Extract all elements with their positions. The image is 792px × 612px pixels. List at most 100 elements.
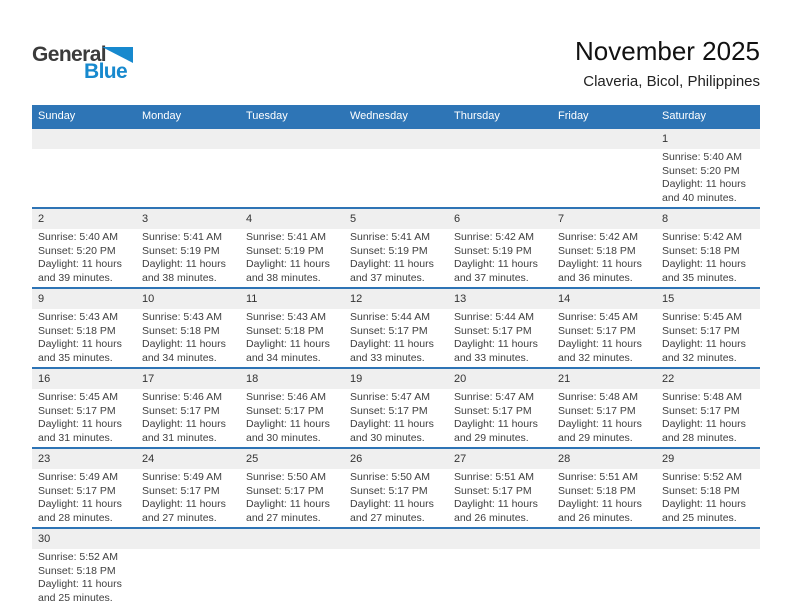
- calendar-day-cell: 13 Sunrise: 5:44 AM Sunset: 5:17 PM Dayligh…: [448, 289, 552, 367]
- calendar-day-cell: 7 Sunrise: 5:42 AM Sunset: 5:18 PM Daylight…: [552, 209, 656, 287]
- daylight-text-line2: and 36 minutes.: [558, 271, 633, 284]
- day-number: 14: [558, 293, 571, 305]
- sunset-text: Sunset: 5:17 PM: [662, 324, 740, 337]
- day-number: 5: [350, 213, 357, 225]
- calendar-empty-cell: [344, 529, 448, 607]
- daylight-text-line1: Daylight: 11 hours: [142, 258, 226, 270]
- calendar-day-cell: 5 Sunrise: 5:41 AM Sunset: 5:19 PM Daylight…: [344, 209, 448, 287]
- daylight-text-line1: Daylight: 11 hours: [246, 498, 330, 510]
- daylight-text-line1: Daylight: 11 hours: [38, 258, 122, 270]
- calendar-day-cell: 27 Sunrise: 5:51 AM Sunset: 5:17 PM Dayligh…: [448, 449, 552, 527]
- sunrise-text: Sunrise: 5:50 AM: [246, 471, 326, 483]
- week-grid: 1 Sunrise: 5:40 AM Sunset: 5:20 PM Daylight…: [32, 129, 760, 207]
- calendar-day-cell: 10 Sunrise: 5:43 AM Sunset: 5:18 PM Dayligh…: [136, 289, 240, 367]
- logo-blue-text: Blue: [84, 60, 128, 83]
- day-number: 22: [662, 373, 675, 385]
- day-number: 13: [454, 293, 467, 305]
- calendar-day-cell: 8 Sunrise: 5:42 AM Sunset: 5:18 PM Daylight…: [656, 209, 760, 287]
- day-header-sunday: Sunday: [38, 110, 76, 122]
- day-number: 4: [246, 213, 253, 225]
- calendar-day-cell: 30 Sunrise: 5:52 AM Sunset: 5:18 PM Dayligh…: [32, 529, 136, 607]
- empty-day-band: [246, 529, 340, 549]
- daylight-text-line1: Daylight: 11 hours: [558, 498, 642, 510]
- empty-day-band: [558, 129, 652, 149]
- daylight-text-line1: Daylight: 11 hours: [662, 258, 746, 270]
- calendar-day-cell: 1 Sunrise: 5:40 AM Sunset: 5:20 PM Daylight…: [656, 129, 760, 207]
- daylight-text-line2: and 30 minutes.: [246, 431, 321, 444]
- day-number: 18: [246, 373, 259, 385]
- daylight-text-line1: Daylight: 11 hours: [662, 178, 746, 190]
- page-header: General Blue November 2025 Claveria, Bic…: [32, 0, 760, 105]
- sunset-text: Sunset: 5:18 PM: [246, 324, 324, 337]
- sunrise-text: Sunrise: 5:45 AM: [558, 311, 638, 323]
- sunrise-text: Sunrise: 5:41 AM: [142, 231, 222, 243]
- daylight-text-line2: and 40 minutes.: [662, 191, 737, 204]
- calendar-day-cell: 26 Sunrise: 5:50 AM Sunset: 5:17 PM Dayligh…: [344, 449, 448, 527]
- calendar-empty-cell: [136, 529, 240, 607]
- calendar-day-cell: 6 Sunrise: 5:42 AM Sunset: 5:19 PM Daylight…: [448, 209, 552, 287]
- daylight-text-line1: Daylight: 11 hours: [38, 338, 122, 350]
- daylight-text-line1: Daylight: 11 hours: [350, 338, 434, 350]
- general-blue-logo: General Blue: [32, 44, 142, 90]
- calendar-day-cell: 2 Sunrise: 5:40 AM Sunset: 5:20 PM Daylight…: [32, 209, 136, 287]
- calendar-empty-cell: [32, 129, 136, 207]
- daylight-text-line1: Daylight: 11 hours: [454, 498, 538, 510]
- daylight-text-line2: and 31 minutes.: [38, 431, 113, 444]
- daylight-text-line2: and 35 minutes.: [38, 351, 113, 364]
- day-number: 2: [38, 213, 45, 225]
- calendar-empty-cell: [656, 529, 760, 607]
- calendar-empty-cell: [552, 529, 656, 607]
- sunrise-text: Sunrise: 5:51 AM: [558, 471, 638, 483]
- sunrise-text: Sunrise: 5:40 AM: [38, 231, 118, 243]
- empty-day-band: [38, 129, 132, 149]
- week-row: 1 Sunrise: 5:40 AM Sunset: 5:20 PM Daylight…: [32, 127, 760, 207]
- day-number: 23: [38, 453, 51, 465]
- sunrise-text: Sunrise: 5:44 AM: [454, 311, 534, 323]
- sunrise-text: Sunrise: 5:49 AM: [142, 471, 222, 483]
- sunset-text: Sunset: 5:18 PM: [142, 324, 220, 337]
- day-header-friday: Friday: [558, 110, 589, 122]
- sunrise-text: Sunrise: 5:48 AM: [662, 391, 742, 403]
- sunrise-text: Sunrise: 5:41 AM: [350, 231, 430, 243]
- empty-day-band: [454, 529, 548, 549]
- sunrise-text: Sunrise: 5:46 AM: [246, 391, 326, 403]
- day-header-saturday: Saturday: [662, 110, 707, 122]
- daylight-text-line2: and 37 minutes.: [454, 271, 529, 284]
- sunrise-text: Sunrise: 5:46 AM: [142, 391, 222, 403]
- calendar-empty-cell: [344, 129, 448, 207]
- day-number: 16: [38, 373, 51, 385]
- calendar-day-cell: 17 Sunrise: 5:46 AM Sunset: 5:17 PM Dayligh…: [136, 369, 240, 447]
- calendar-empty-cell: [552, 129, 656, 207]
- sunset-text: Sunset: 5:17 PM: [142, 484, 220, 497]
- calendar-day-cell: 15 Sunrise: 5:45 AM Sunset: 5:17 PM Dayligh…: [656, 289, 760, 367]
- week-grid: 30 Sunrise: 5:52 AM Sunset: 5:18 PM Dayligh…: [32, 529, 760, 607]
- empty-day-band: [142, 529, 236, 549]
- sunset-text: Sunset: 5:17 PM: [142, 404, 220, 417]
- sunrise-text: Sunrise: 5:43 AM: [142, 311, 222, 323]
- calendar-day-cell: 25 Sunrise: 5:50 AM Sunset: 5:17 PM Dayligh…: [240, 449, 344, 527]
- daylight-text-line2: and 38 minutes.: [246, 271, 321, 284]
- sunset-text: Sunset: 5:17 PM: [246, 484, 324, 497]
- calendar-day-cell: 22 Sunrise: 5:48 AM Sunset: 5:17 PM Dayligh…: [656, 369, 760, 447]
- day-number: 8: [662, 213, 669, 225]
- calendar-day-cell: 19 Sunrise: 5:47 AM Sunset: 5:17 PM Dayligh…: [344, 369, 448, 447]
- sunset-text: Sunset: 5:18 PM: [662, 484, 740, 497]
- calendar-empty-cell: [448, 129, 552, 207]
- weekday-header-row: Sunday Monday Tuesday Wednesday Thursday Frid…: [32, 105, 760, 127]
- daylight-text-line2: and 27 minutes.: [142, 511, 217, 524]
- daylight-text-line1: Daylight: 11 hours: [246, 258, 330, 270]
- calendar-day-cell: 16 Sunrise: 5:45 AM Sunset: 5:17 PM Dayligh…: [32, 369, 136, 447]
- calendar-day-cell: 14 Sunrise: 5:45 AM Sunset: 5:17 PM Dayligh…: [552, 289, 656, 367]
- sunrise-text: Sunrise: 5:43 AM: [246, 311, 326, 323]
- sunset-text: Sunset: 5:17 PM: [246, 404, 324, 417]
- day-number: 10: [142, 293, 155, 305]
- logo-general-text: General: [32, 43, 107, 66]
- daylight-text-line2: and 32 minutes.: [558, 351, 633, 364]
- daylight-text-line1: Daylight: 11 hours: [142, 338, 226, 350]
- daylight-text-line1: Daylight: 11 hours: [142, 498, 226, 510]
- title-block: November 2025 Claveria, Bicol, Philippin…: [575, 36, 760, 92]
- sunrise-text: Sunrise: 5:47 AM: [350, 391, 430, 403]
- sunrise-text: Sunrise: 5:41 AM: [246, 231, 326, 243]
- daylight-text-line2: and 38 minutes.: [142, 271, 217, 284]
- sunrise-text: Sunrise: 5:47 AM: [454, 391, 534, 403]
